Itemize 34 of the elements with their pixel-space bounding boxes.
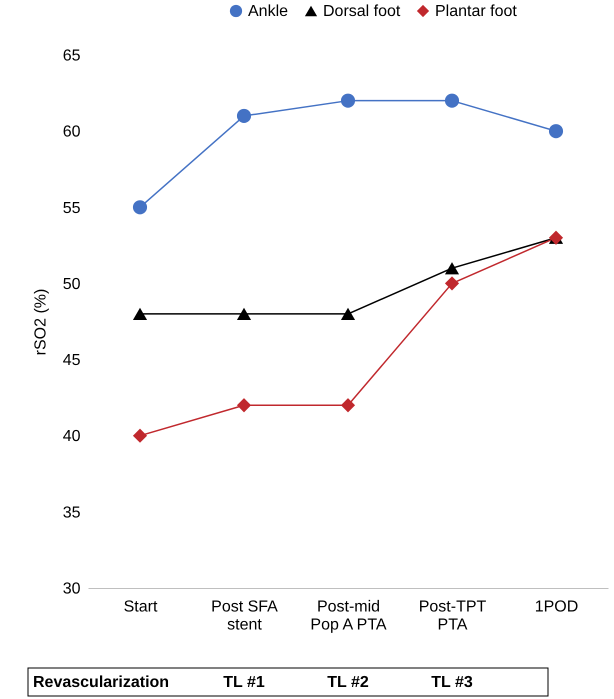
text: TL #3 <box>431 674 473 691</box>
point <box>132 308 148 320</box>
y-tick-label: 60 <box>62 124 81 141</box>
y-tick-label: 40 <box>62 428 81 446</box>
point <box>236 308 252 320</box>
text: TL #2 <box>327 674 369 691</box>
text: TL #1 <box>223 674 265 691</box>
legend-label: Dorsal foot <box>323 3 401 20</box>
x-tick-label: Post-TPT PTA <box>418 598 487 634</box>
point <box>340 308 356 320</box>
point <box>236 108 252 123</box>
y-tick-label: 45 <box>62 352 81 370</box>
legend-label: Plantar foot <box>435 3 518 20</box>
y-tick-label: 35 <box>62 504 81 522</box>
text: Revascularization <box>33 674 170 691</box>
point <box>132 428 148 443</box>
legend-label: Ankle <box>248 3 288 20</box>
point <box>132 200 148 214</box>
x-tick-label: Start <box>124 598 158 616</box>
y-tick-label: 55 <box>62 200 81 217</box>
y-tick-label: 65 <box>62 48 81 64</box>
point <box>444 262 460 274</box>
x-tick-label: Post SFA stent <box>211 598 278 634</box>
x-tick-label: Post-mid Pop A PTA <box>310 598 387 634</box>
point <box>340 94 356 108</box>
point <box>340 398 356 412</box>
y-tick-label: 50 <box>62 276 81 293</box>
x-tick-label: 1POD <box>534 598 578 616</box>
y-axis-title: rSO2 (%) <box>32 288 50 356</box>
point <box>236 398 252 412</box>
y-tick-label: 30 <box>62 580 81 598</box>
point <box>548 124 564 138</box>
point <box>444 276 460 290</box>
point <box>444 94 460 108</box>
